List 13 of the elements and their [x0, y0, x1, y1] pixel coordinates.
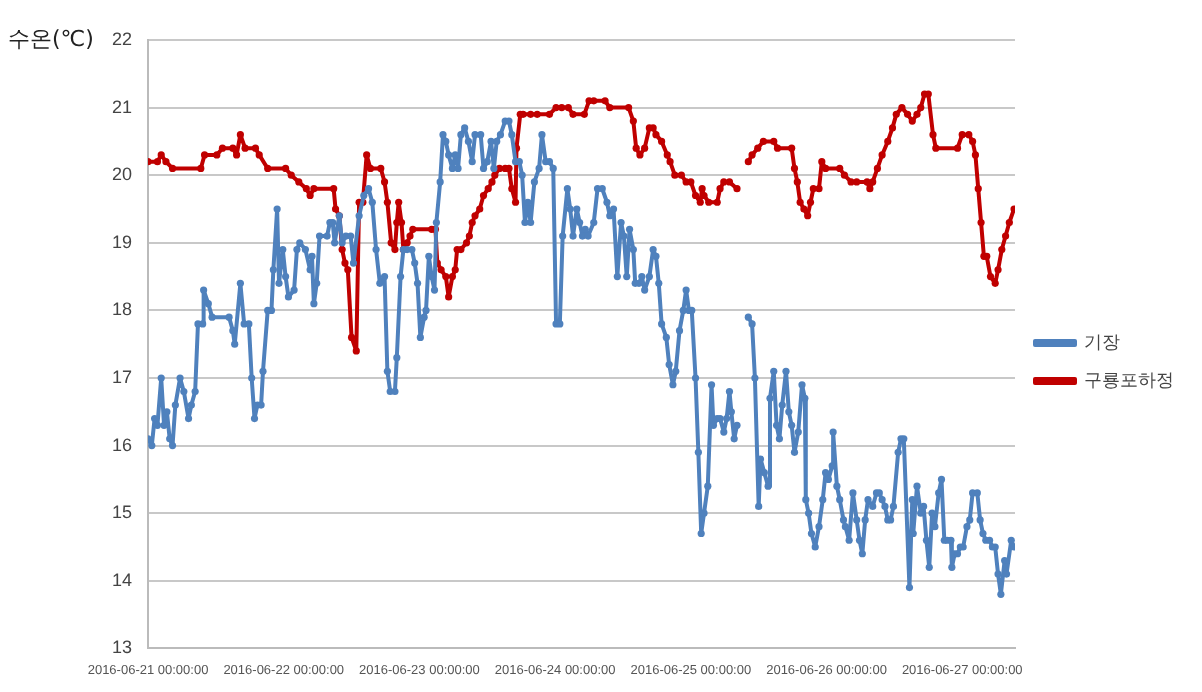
y-tick-label: 15 [111, 502, 133, 523]
y-tick-label: 19 [111, 231, 133, 252]
y-tick-label: 18 [111, 299, 133, 320]
y-tick-label: 21 [111, 96, 133, 117]
legend-label: 기장 [1084, 333, 1120, 354]
y-tick-label: 22 [111, 28, 133, 49]
y-tick-label: 13 [111, 637, 133, 658]
y-axis-title: 수온(℃) [8, 25, 94, 52]
y-tick-label: 14 [111, 569, 133, 590]
legend-label: 구룡포하정 [1084, 371, 1174, 392]
y-tick-label: 20 [111, 164, 133, 185]
y-tick-label: 17 [111, 366, 133, 387]
y-tick-label: 16 [111, 434, 133, 455]
